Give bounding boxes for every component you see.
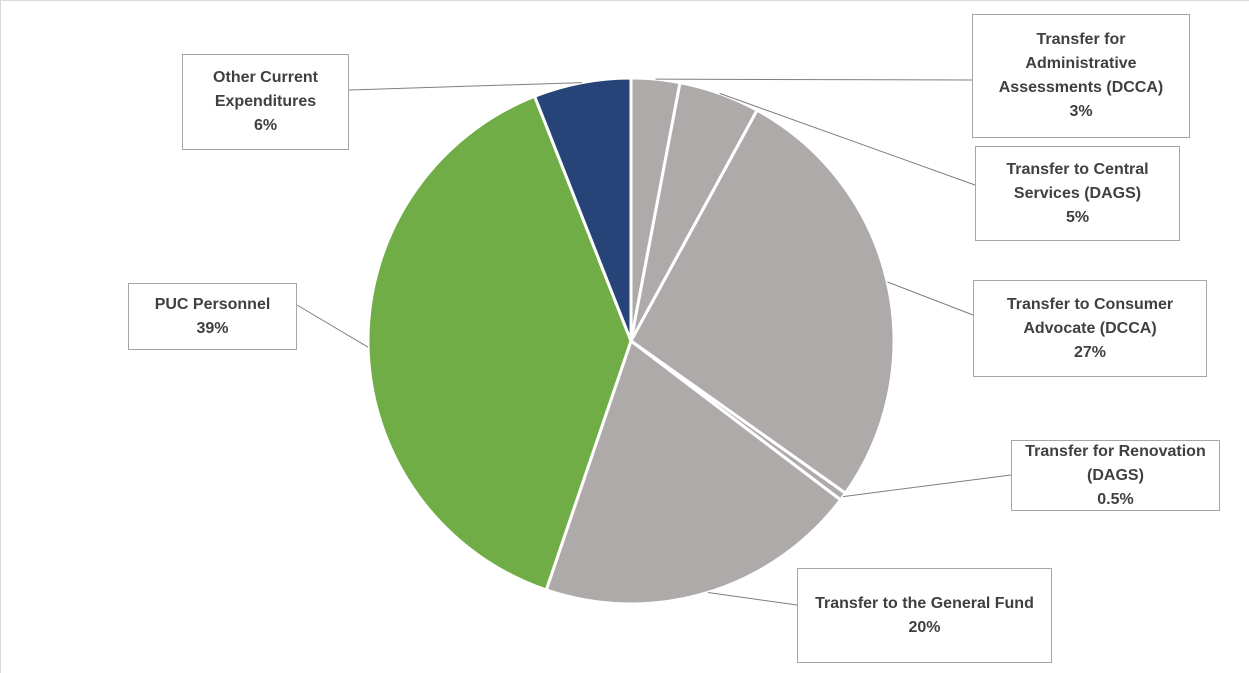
- leader-line: [719, 92, 976, 186]
- value-label: 6%: [253, 117, 278, 134]
- leader-line: [707, 591, 798, 606]
- category-label: Transfer for Renovation (DAGS): [1025, 442, 1206, 484]
- data-label: Transfer to Central Services (DAGS) 5%: [975, 146, 1180, 241]
- data-label: Other Current Expenditures 6%: [182, 54, 349, 150]
- value-label: 20%: [908, 618, 941, 636]
- value-label: 3%: [1069, 103, 1093, 120]
- pie-slice: [629, 108, 896, 496]
- value-label: 5%: [1065, 208, 1090, 226]
- value-label: 39%: [196, 319, 229, 337]
- value-label: 0.5%: [1097, 490, 1134, 508]
- category-label: Transfer for Administrative Assessments …: [998, 31, 1164, 96]
- leader-line: [296, 304, 369, 348]
- pie-slice: [544, 338, 843, 606]
- data-label: Transfer to Consumer Advocate (DCCA) 27%: [973, 280, 1207, 377]
- category-label: Transfer to the General Fund: [815, 594, 1034, 612]
- category-label: Other Current Expenditures: [213, 69, 318, 110]
- value-label: 27%: [1073, 343, 1107, 361]
- pie-slice: [532, 76, 633, 342]
- leader-line: [887, 281, 974, 316]
- category-label: Transfer to Central Services (DAGS): [1006, 160, 1149, 202]
- leader-line: [655, 78, 973, 81]
- data-label: Transfer for Renovation (DAGS) 0.5%: [1011, 440, 1220, 511]
- data-label: Transfer for Administrative Assessments …: [972, 14, 1190, 138]
- data-label: Transfer to the General Fund 20%: [797, 568, 1052, 663]
- category-label: PUC Personnel: [154, 295, 271, 313]
- leader-line: [842, 474, 1012, 498]
- category-label: Transfer to Consumer Advocate (DCCA): [1006, 295, 1174, 337]
- data-label: PUC Personnel 39%: [128, 283, 297, 350]
- leader-line: [348, 82, 582, 91]
